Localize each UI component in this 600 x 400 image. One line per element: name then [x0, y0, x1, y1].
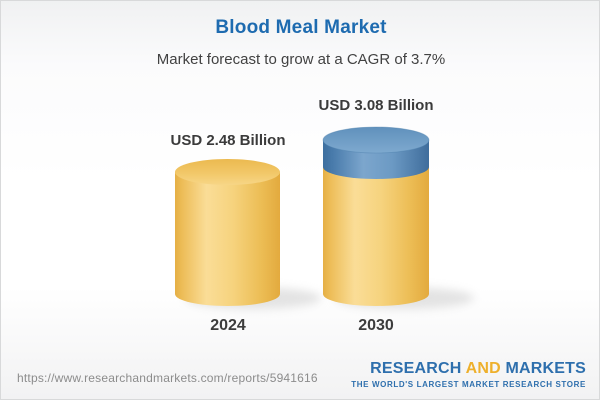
bar-2024-body	[175, 172, 280, 294]
category-label-2024: 2024	[210, 317, 246, 334]
bar-2030-body-base	[323, 161, 429, 294]
bar-2024	[175, 159, 280, 306]
bar-2030-growth-boundary	[323, 155, 429, 179]
research-and-markets-logo: RESEARCH AND MARKETS THE WORLD'S LARGEST…	[351, 360, 586, 389]
logo-word-and: AND	[465, 360, 501, 377]
logo-wordmark: RESEARCH AND MARKETS	[351, 360, 586, 378]
page-title: Blood Meal Market	[215, 17, 387, 38]
page-subtitle: Market forecast to grow at a CAGR of 3.7…	[156, 51, 446, 68]
value-label-2030: USD 3.08 Billion	[318, 97, 434, 114]
logo-word-research: RESEARCH	[370, 360, 462, 377]
logo-word-markets: MARKETS	[505, 360, 586, 377]
logo-tagline: THE WORLD'S LARGEST MARKET RESEARCH STOR…	[351, 379, 586, 389]
bar-2030-top-ellipse	[322, 126, 430, 154]
bar-2024-top-ellipse	[175, 159, 280, 185]
bar-2030-bottom	[323, 282, 429, 306]
bar-2024-bottom	[175, 282, 280, 306]
category-label-2030: 2030	[358, 317, 394, 334]
value-label-2024: USD 2.48 Billion	[170, 132, 286, 149]
report-url: https://www.researchandmarkets.com/repor…	[17, 371, 318, 385]
bar-2030	[322, 126, 430, 306]
